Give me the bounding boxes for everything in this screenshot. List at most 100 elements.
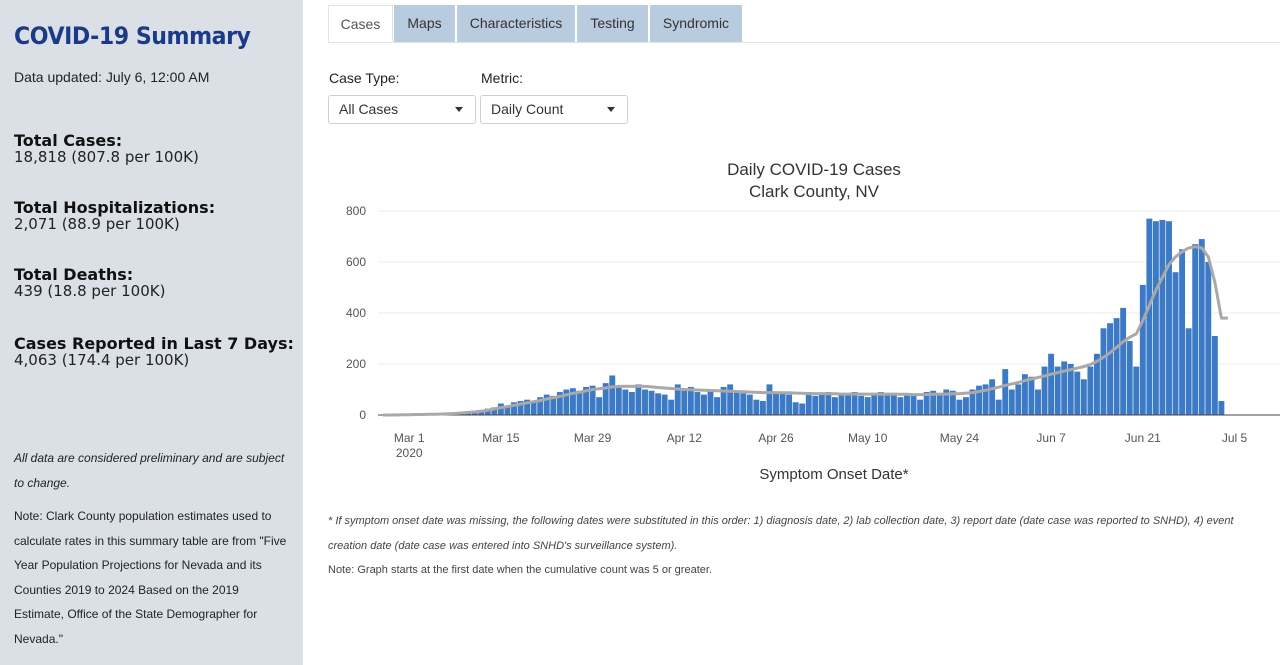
tab-cases[interactable]: Cases (328, 5, 393, 42)
case-type-dropdown[interactable]: All Cases (328, 95, 476, 124)
bar (1015, 384, 1022, 415)
x-tick-label: Mar 29 (574, 431, 612, 445)
bar (1113, 318, 1120, 415)
bar (818, 394, 825, 415)
bar (484, 408, 491, 415)
bar (635, 384, 642, 415)
stat-label: Total Cases: (14, 131, 123, 150)
stat-total-cases: Total Cases: 18,818 (807.8 per 100K) (14, 132, 199, 166)
bar (1061, 361, 1068, 415)
tab-bar: Cases Maps Characteristics Testing Syndr… (328, 5, 1280, 43)
bar (543, 394, 550, 415)
x-tick-label: May 24 (940, 431, 980, 445)
bar (583, 386, 589, 415)
bar (917, 399, 924, 415)
bar (1021, 374, 1028, 415)
bar (792, 402, 799, 415)
x-tick-label: Apr 12 (667, 431, 703, 445)
bar (1048, 353, 1055, 415)
bar (825, 392, 832, 415)
x-axis-title: Symptom Onset Date* (759, 466, 909, 483)
y-tick-label: 800 (346, 204, 366, 218)
chart-subtitle: Clark County, NV (748, 182, 880, 201)
bar (949, 390, 956, 415)
bar (864, 397, 871, 415)
bar (871, 393, 878, 415)
bar (733, 392, 740, 415)
x-tick-label: Jun 7 (1036, 431, 1066, 445)
bar (491, 407, 498, 415)
bar (727, 384, 734, 415)
bar (1067, 364, 1074, 415)
moving-average-line (383, 245, 1228, 417)
metric-label: Metric: (481, 70, 523, 86)
bar (753, 399, 760, 415)
data-updated-text: Data updated: July 6, 12:00 AM (14, 69, 210, 85)
bar (1192, 244, 1199, 415)
bar (904, 393, 910, 415)
bar (720, 386, 727, 415)
summary-sidebar: COVID-19 Summary Data updated: July 6, 1… (0, 0, 303, 665)
bar (661, 394, 668, 415)
bar (746, 394, 753, 415)
y-tick-label: 400 (346, 306, 366, 320)
bar (714, 397, 720, 415)
stat-cases-last-7-days: Cases Reported in Last 7 Days: 4,063 (17… (14, 335, 294, 369)
chevron-down-icon (607, 107, 615, 112)
x-tick-label: Mar 15 (482, 431, 520, 445)
bar (838, 393, 845, 415)
metric-selected: Daily Count (491, 101, 564, 117)
stat-total-deaths: Total Deaths: 439 (18.8 per 100K) (14, 266, 165, 300)
stat-value: 18,818 (807.8 per 100K) (14, 148, 199, 166)
chart-title: Daily COVID-19 Cases (727, 160, 901, 179)
bar (1120, 307, 1127, 415)
bar (995, 399, 1002, 415)
stat-value: 2,071 (88.9 per 100K) (14, 215, 180, 233)
x-tick-label: Mar 1 (394, 431, 425, 445)
bar (668, 399, 675, 415)
bar (1080, 379, 1087, 415)
bar (989, 379, 996, 415)
bar (812, 395, 819, 415)
tab-syndromic[interactable]: Syndromic (650, 5, 742, 42)
bar (556, 392, 563, 415)
y-tick-label: 0 (359, 408, 366, 422)
bar (910, 395, 917, 415)
bar (1159, 219, 1166, 415)
bar (1028, 376, 1035, 415)
metric-dropdown[interactable]: Daily Count (480, 95, 628, 124)
bar (517, 400, 524, 415)
bar (681, 390, 688, 415)
bar (504, 406, 511, 415)
bar (943, 389, 950, 415)
bar (832, 397, 838, 415)
bar (923, 392, 930, 415)
bar (956, 399, 963, 415)
x-tick-label: Apr 26 (758, 431, 794, 445)
tab-testing[interactable]: Testing (577, 5, 648, 42)
bar (622, 389, 629, 415)
bar (655, 393, 662, 415)
bar (851, 392, 858, 415)
bar (694, 392, 701, 415)
bar (1205, 262, 1212, 415)
x-tick-sublabel: 2020 (396, 446, 423, 460)
x-tick-label: May 10 (848, 431, 888, 445)
bar (563, 389, 570, 415)
bar (537, 397, 544, 415)
bar (884, 394, 891, 415)
tab-characteristics[interactable]: Characteristics (457, 5, 575, 42)
bar (1002, 369, 1009, 415)
bar (845, 394, 851, 415)
bar (1185, 328, 1192, 415)
bar (1074, 371, 1081, 415)
bar (766, 384, 773, 415)
bar (511, 402, 517, 415)
bar (1054, 366, 1061, 415)
bar (524, 399, 531, 415)
tab-maps[interactable]: Maps (394, 5, 455, 42)
bar (674, 384, 681, 415)
bar (969, 389, 976, 415)
bar (890, 393, 897, 415)
case-type-selected: All Cases (339, 101, 399, 117)
